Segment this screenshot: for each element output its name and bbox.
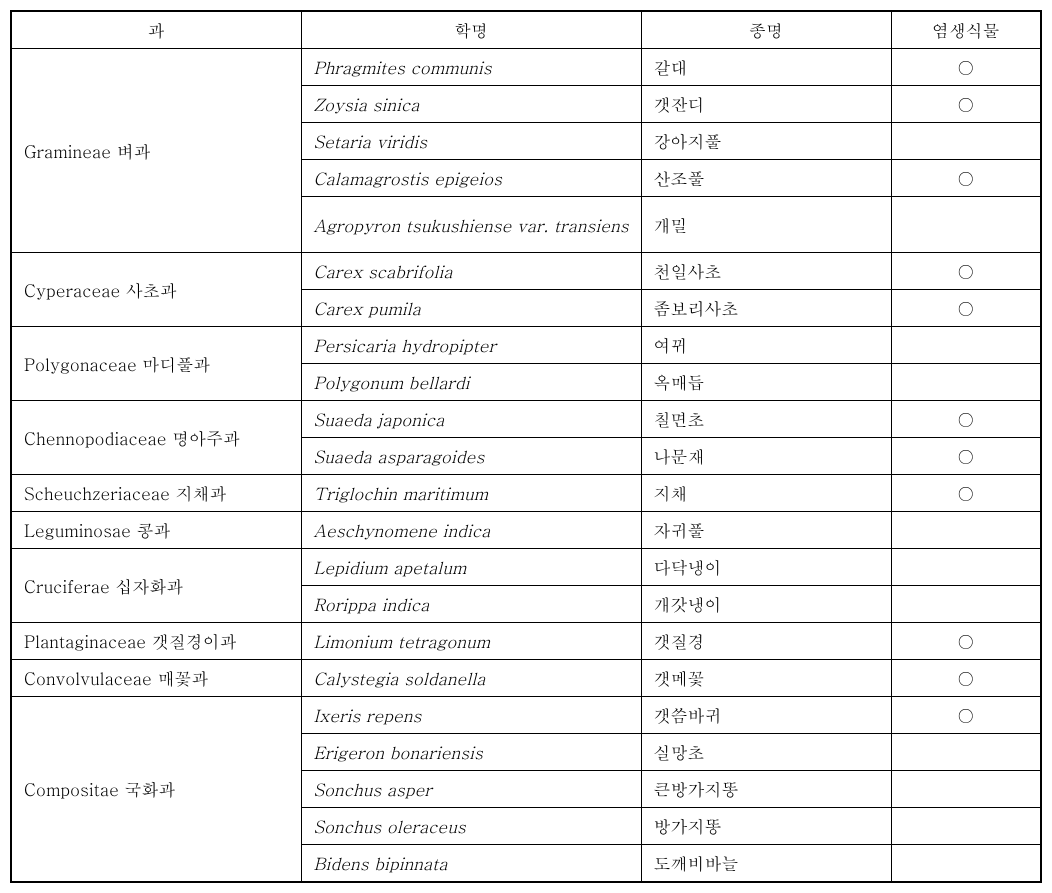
scientific-name-cell: Carex pumila: [301, 290, 641, 327]
scientific-name-cell: Suaeda japonica: [301, 401, 641, 438]
scientific-name-cell: Polygonum bellardi: [301, 364, 641, 401]
plant-families-table: 과 학명 종명 염생식물 Gramineae 벼과Phragmites comm…: [10, 10, 1042, 883]
scientific-name-cell: Calystegia soldanella: [301, 660, 641, 697]
species-name-cell: 개밀: [641, 197, 891, 253]
scientific-name-cell: Limonium tetragonum: [301, 623, 641, 660]
species-name-cell: 강아지풀: [641, 123, 891, 160]
family-cell: Convolvulaceae 매꽃과: [11, 660, 301, 697]
scientific-name-cell: Carex scabrifolia: [301, 253, 641, 290]
halophyte-cell: ○: [891, 438, 1041, 475]
family-cell: Plantaginaceae 갯질경이과: [11, 623, 301, 660]
species-name-cell: 옥매듭: [641, 364, 891, 401]
halophyte-cell: [891, 549, 1041, 586]
species-name-cell: 좀보리사초: [641, 290, 891, 327]
species-name-cell: 개갓냉이: [641, 586, 891, 623]
scientific-name-cell: Sonchus asper: [301, 771, 641, 808]
species-name-cell: 자귀풀: [641, 512, 891, 549]
halophyte-cell: [891, 845, 1041, 883]
table-row: Plantaginaceae 갯질경이과Limonium tetragonum갯…: [11, 623, 1041, 660]
halophyte-cell: [891, 808, 1041, 845]
species-name-cell: 갯메꽃: [641, 660, 891, 697]
species-name-cell: 여뀌: [641, 327, 891, 364]
header-species: 종명: [641, 11, 891, 49]
table-row: Gramineae 벼과Phragmites communis갈대○: [11, 49, 1041, 86]
halophyte-cell: [891, 364, 1041, 401]
halophyte-cell: ○: [891, 623, 1041, 660]
header-halophyte: 염생식물: [891, 11, 1041, 49]
halophyte-cell: ○: [891, 660, 1041, 697]
scientific-name-cell: Triglochin maritimum: [301, 475, 641, 512]
family-cell: Cruciferae 십자화과: [11, 549, 301, 623]
family-cell: Chennopodiaceae 명아주과: [11, 401, 301, 475]
species-name-cell: 다닥냉이: [641, 549, 891, 586]
table-row: Polygonaceae 마디풀과Persicaria hydropipter여…: [11, 327, 1041, 364]
scientific-name-cell: Agropyron tsukushiense var. transiens: [301, 197, 641, 253]
species-name-cell: 나문재: [641, 438, 891, 475]
family-cell: Polygonaceae 마디풀과: [11, 327, 301, 401]
scientific-name-cell: Bidens bipinnata: [301, 845, 641, 883]
scientific-name-cell: Lepidium apetalum: [301, 549, 641, 586]
table-row: Cyperaceae 사초과Carex scabrifolia천일사초○: [11, 253, 1041, 290]
halophyte-cell: [891, 771, 1041, 808]
species-name-cell: 천일사초: [641, 253, 891, 290]
halophyte-cell: [891, 123, 1041, 160]
table-row: Compositae 국화과Ixeris repens갯씀바귀○: [11, 697, 1041, 734]
table-row: Leguminosae 콩과Aeschynomene indica자귀풀: [11, 512, 1041, 549]
table-row: Cruciferae 십자화과Lepidium apetalum다닥냉이: [11, 549, 1041, 586]
species-name-cell: 갯질경: [641, 623, 891, 660]
table-body: Gramineae 벼과Phragmites communis갈대○Zoysia…: [11, 49, 1041, 883]
scientific-name-cell: Zoysia sinica: [301, 86, 641, 123]
halophyte-cell: ○: [891, 253, 1041, 290]
species-name-cell: 칠면초: [641, 401, 891, 438]
scientific-name-cell: Suaeda asparagoides: [301, 438, 641, 475]
family-cell: Compositae 국화과: [11, 697, 301, 883]
family-cell: Cyperaceae 사초과: [11, 253, 301, 327]
family-cell: Leguminosae 콩과: [11, 512, 301, 549]
halophyte-cell: ○: [891, 475, 1041, 512]
scientific-name-cell: Persicaria hydropipter: [301, 327, 641, 364]
halophyte-cell: ○: [891, 401, 1041, 438]
family-cell: Gramineae 벼과: [11, 49, 301, 253]
header-family: 과: [11, 11, 301, 49]
species-name-cell: 실망초: [641, 734, 891, 771]
scientific-name-cell: Sonchus oleraceus: [301, 808, 641, 845]
scientific-name-cell: Setaria viridis: [301, 123, 641, 160]
family-cell: Scheuchzeriaceae 지채과: [11, 475, 301, 512]
header-sciname: 학명: [301, 11, 641, 49]
halophyte-cell: [891, 586, 1041, 623]
scientific-name-cell: Phragmites communis: [301, 49, 641, 86]
halophyte-cell: [891, 327, 1041, 364]
species-name-cell: 갯잔디: [641, 86, 891, 123]
halophyte-cell: ○: [891, 86, 1041, 123]
table-row: Chennopodiaceae 명아주과Suaeda japonica칠면초○: [11, 401, 1041, 438]
halophyte-cell: ○: [891, 160, 1041, 197]
species-name-cell: 방가지똥: [641, 808, 891, 845]
table-header-row: 과 학명 종명 염생식물: [11, 11, 1041, 49]
scientific-name-cell: Aeschynomene indica: [301, 512, 641, 549]
table-row: Convolvulaceae 매꽃과Calystegia soldanella갯…: [11, 660, 1041, 697]
species-name-cell: 도깨비바늘: [641, 845, 891, 883]
species-name-cell: 지채: [641, 475, 891, 512]
halophyte-cell: [891, 512, 1041, 549]
halophyte-cell: ○: [891, 49, 1041, 86]
scientific-name-cell: Calamagrostis epigeios: [301, 160, 641, 197]
species-name-cell: 갯씀바귀: [641, 697, 891, 734]
scientific-name-cell: Ixeris repens: [301, 697, 641, 734]
halophyte-cell: [891, 197, 1041, 253]
halophyte-cell: [891, 734, 1041, 771]
species-name-cell: 산조풀: [641, 160, 891, 197]
species-name-cell: 큰방가지똥: [641, 771, 891, 808]
species-name-cell: 갈대: [641, 49, 891, 86]
scientific-name-cell: Rorippa indica: [301, 586, 641, 623]
scientific-name-cell: Erigeron bonariensis: [301, 734, 641, 771]
halophyte-cell: ○: [891, 697, 1041, 734]
halophyte-cell: ○: [891, 290, 1041, 327]
table-row: Scheuchzeriaceae 지채과Triglochin maritimum…: [11, 475, 1041, 512]
